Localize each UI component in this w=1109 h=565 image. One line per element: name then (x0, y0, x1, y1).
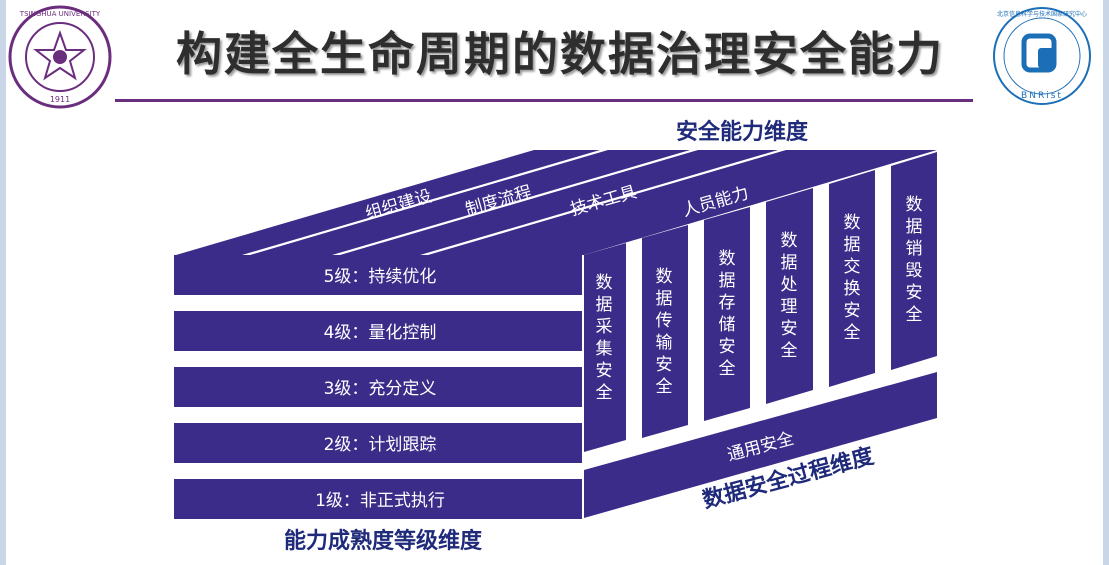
process-column-char: 据 (906, 217, 923, 237)
bnrist-text: BNRist (1021, 91, 1063, 101)
capability-strip-organization (176, 150, 600, 255)
process-column-char: 采 (596, 317, 613, 337)
right-edge-strip (1103, 0, 1109, 565)
maturity-level-label: 5级：持续优化 (324, 267, 437, 287)
process-column-char: 处 (781, 275, 798, 295)
process-column-char: 换 (844, 279, 861, 299)
process-column-char: 理 (781, 297, 798, 317)
process-column-transmission (642, 225, 688, 438)
process-column-char: 销 (906, 239, 923, 259)
process-column-char: 安 (656, 355, 673, 375)
process-column-char: 据 (596, 295, 613, 315)
process-column-char: 数 (844, 213, 861, 233)
maturity-bar-4 (174, 311, 582, 351)
maturity-dimension-label: 能力成熟度等级维度 (284, 528, 483, 554)
process-column-char: 数 (781, 231, 798, 251)
title-underline (115, 99, 973, 102)
maturity-bar-5 (174, 255, 582, 295)
capability-strip-people (428, 150, 937, 255)
process-column-label: 数据销毁安全 (906, 195, 923, 325)
bnrist-outer-text: 北京信息科学与技术国家研究中心 (997, 10, 1087, 18)
seal-outer-text: TSINGHUA UNIVERSITY (19, 10, 101, 18)
seal-year: 1911 (50, 95, 70, 104)
process-column-char: 据 (844, 235, 861, 255)
tsinghua-seal-logo: 1911 TSINGHUA UNIVERSITY (8, 5, 112, 109)
process-column-label: 数据交换安全 (844, 213, 861, 343)
process-column-char: 数 (596, 273, 613, 293)
process-column-char: 全 (781, 341, 798, 361)
maturity-level-label: 3级：充分定义 (324, 379, 437, 399)
maturity-bar-2 (174, 423, 582, 463)
process-column-char: 安 (596, 361, 613, 381)
bnrist-logo: 北京信息科学与技术国家研究中心 BNRist (993, 7, 1091, 105)
process-column-label: 数据传输安全 (656, 267, 673, 397)
process-column-char: 输 (656, 333, 673, 353)
process-column-text: 数据采集安全 数据传输安全 数据存储安全 数据处理安全 数据交换安全 数据销毁安… (596, 195, 923, 403)
maturity-level-label: 4级：量化控制 (324, 323, 437, 343)
process-column-char: 安 (844, 301, 861, 321)
process-column-char: 数 (906, 195, 923, 215)
capability-strip-tools (340, 150, 778, 255)
process-column-char: 毁 (906, 261, 923, 281)
process-column-destruction (891, 152, 937, 370)
maturity-bar-3 (174, 367, 582, 407)
page-title: 构建全生命周期的数据治理安全能力 (176, 27, 944, 81)
process-column-char: 集 (596, 339, 613, 359)
process-column-label: 数据处理安全 (781, 231, 798, 361)
process-column-label: 数据存储安全 (719, 249, 736, 379)
maturity-level-label: 2级：计划跟踪 (324, 435, 437, 455)
process-column-storage (704, 207, 750, 421)
process-column-char: 据 (719, 271, 736, 291)
process-column-char: 全 (844, 323, 861, 343)
general-security-bar (584, 372, 937, 518)
process-column-char: 交 (844, 257, 861, 277)
process-column-exchange (829, 170, 875, 387)
process-column-char: 全 (906, 305, 923, 325)
process-column-char: 安 (906, 283, 923, 303)
capability-dimension-label: 安全能力维度 (676, 119, 809, 145)
process-column-char: 全 (719, 359, 736, 379)
process-column-char: 安 (781, 319, 798, 339)
maturity-level-label: 1级：非正式执行 (315, 491, 445, 511)
process-column-processing (766, 188, 813, 404)
process-column-char: 储 (719, 315, 736, 335)
process-column-char: 数 (719, 249, 736, 269)
process-column-char: 数 (656, 267, 673, 287)
process-column-char: 全 (596, 383, 613, 403)
process-column-char: 存 (719, 293, 736, 313)
process-column-char: 据 (781, 253, 798, 273)
process-column-collection (584, 243, 626, 452)
process-column-char: 传 (656, 311, 673, 331)
process-column-label: 数据采集安全 (596, 273, 613, 403)
capability-strip-process (250, 150, 690, 255)
left-edge-strip (0, 0, 6, 565)
process-column-char: 全 (656, 377, 673, 397)
process-column-char: 安 (719, 337, 736, 357)
process-column-char: 据 (656, 289, 673, 309)
maturity-bar-1 (174, 479, 582, 519)
